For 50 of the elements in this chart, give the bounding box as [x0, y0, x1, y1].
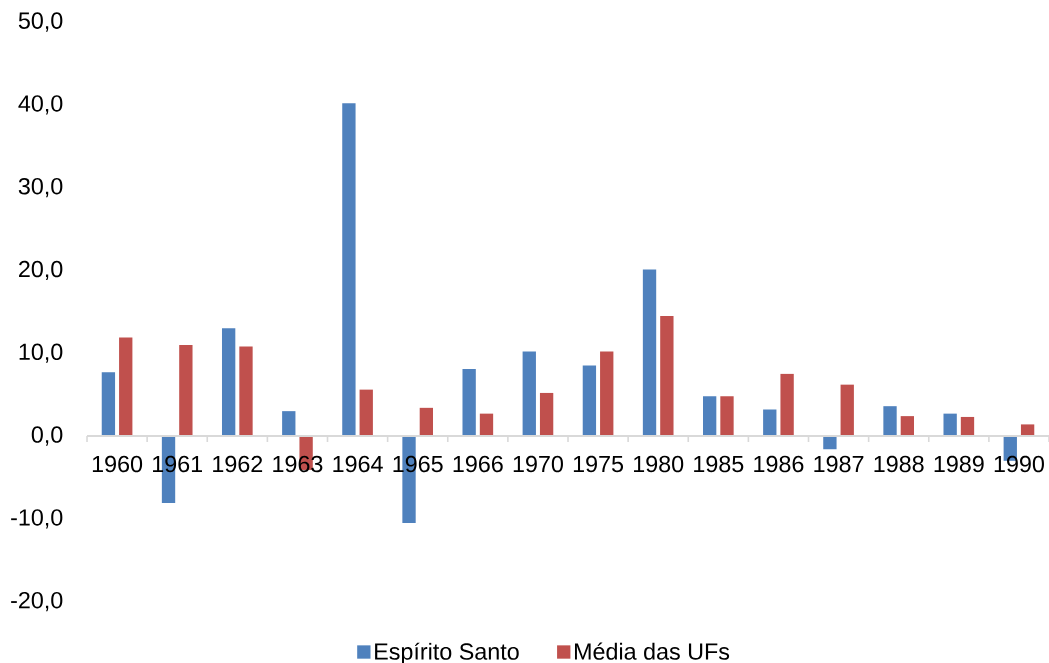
- bar: [342, 103, 356, 436]
- bar: [840, 384, 854, 436]
- bar: [239, 346, 253, 436]
- y-tick-label: 0,0: [31, 426, 63, 446]
- x-tick-label: 1964: [333, 455, 383, 473]
- bar: [119, 337, 133, 436]
- x-tick-label: 1988: [874, 455, 924, 473]
- x-tick-label: 1986: [754, 455, 804, 473]
- y-tick-label: 30,0: [18, 177, 63, 198]
- x-tick-label: 1962: [213, 455, 263, 473]
- bar: [522, 351, 536, 436]
- bar: [823, 435, 837, 450]
- x-tick-label: 1987: [814, 455, 864, 473]
- bar: [419, 407, 434, 436]
- y-tick-label: 40,0: [18, 95, 63, 115]
- bar: [780, 373, 794, 436]
- x-tick-label: 1989: [934, 455, 984, 473]
- x-tick-label: 1990: [994, 455, 1044, 473]
- y-tick-label: -10,0: [11, 509, 63, 529]
- bar: [101, 372, 116, 436]
- bar: [660, 315, 674, 436]
- x-tick-label: 1970: [513, 455, 563, 473]
- bar: [900, 416, 915, 436]
- bar: [179, 344, 193, 436]
- bar: [702, 396, 717, 436]
- y-tick-label: 10,0: [19, 343, 63, 363]
- bar: [359, 389, 373, 436]
- bar: [539, 392, 554, 436]
- bar: [720, 396, 734, 436]
- bar: [763, 409, 777, 436]
- legend-label: Média das UFs: [574, 642, 730, 660]
- bar: [582, 365, 597, 436]
- x-tick-label: 1985: [694, 455, 744, 473]
- y-tick-label: 20,0: [19, 260, 63, 281]
- bar: [943, 413, 957, 436]
- bar: [883, 406, 897, 436]
- bar: [282, 411, 296, 436]
- x-tick-label: 1980: [634, 455, 684, 473]
- bar: [1020, 424, 1035, 436]
- y-tick-label: 50,0: [18, 12, 63, 32]
- bar: [642, 269, 657, 436]
- x-tick-label: 1960: [92, 455, 143, 473]
- x-tick-label: 1966: [453, 455, 503, 473]
- bar: [479, 413, 494, 436]
- bar: [600, 351, 614, 436]
- bar: [960, 416, 975, 436]
- x-tick-label: 1975: [573, 455, 624, 473]
- bar: [462, 368, 476, 436]
- bar: [221, 328, 236, 436]
- y-tick-label: -20,0: [11, 591, 63, 612]
